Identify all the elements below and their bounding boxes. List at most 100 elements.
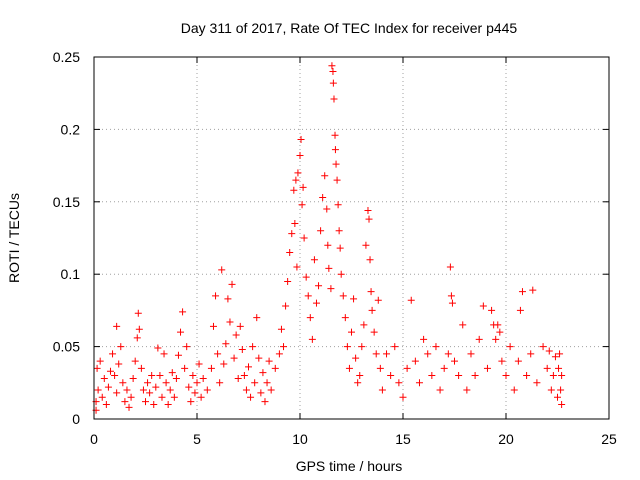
data-point <box>280 343 288 351</box>
data-point <box>106 367 114 375</box>
data-point <box>191 389 199 397</box>
data-point <box>448 299 456 307</box>
data-point <box>549 372 557 380</box>
y-tick-label: 0.15 <box>53 194 80 210</box>
data-point <box>123 386 131 394</box>
data-point <box>387 372 395 380</box>
data-point <box>185 383 193 391</box>
data-point <box>350 295 358 303</box>
data-point <box>164 401 172 409</box>
data-point <box>356 372 364 380</box>
data-point <box>113 322 121 330</box>
data-point <box>298 201 306 209</box>
data-point <box>557 386 565 394</box>
data-point <box>277 325 285 333</box>
data-point <box>115 360 123 368</box>
y-tick-label: 0.1 <box>61 266 81 282</box>
grid <box>94 57 609 419</box>
data-point <box>365 215 373 223</box>
data-point <box>226 318 234 326</box>
x-axis-label: GPS time / hours <box>296 458 403 474</box>
data-point <box>324 241 332 249</box>
data-point <box>290 186 298 194</box>
data-point <box>518 288 526 296</box>
data-point <box>323 205 331 213</box>
data-point <box>372 350 380 358</box>
data-point <box>181 364 189 372</box>
data-point <box>370 328 378 336</box>
data-point <box>224 295 232 303</box>
data-point <box>348 328 355 336</box>
data-point <box>240 372 248 380</box>
data-point <box>545 347 553 355</box>
data-point <box>444 350 452 358</box>
data-point <box>131 357 139 365</box>
data-point <box>293 263 301 271</box>
data-point <box>222 340 230 348</box>
data-point <box>331 131 339 139</box>
data-point <box>94 386 102 394</box>
data-point <box>352 354 360 362</box>
data-point <box>207 364 215 372</box>
data-point <box>463 386 471 394</box>
data-point <box>555 364 563 372</box>
data-point <box>282 302 290 310</box>
data-point <box>216 379 224 387</box>
y-tick-label: 0.05 <box>53 339 80 355</box>
x-tick-label: 20 <box>498 431 514 447</box>
data-point <box>242 386 250 394</box>
data-point <box>529 286 537 294</box>
data-point <box>533 379 541 387</box>
data-point <box>334 201 342 209</box>
x-tick-label: 5 <box>193 431 201 447</box>
data-point <box>547 386 555 394</box>
data-point <box>230 354 238 362</box>
data-point <box>543 364 551 372</box>
chart-title: Day 311 of 2017, Rate Of TEC Index for r… <box>181 20 518 36</box>
y-axis-label: ROTI / TECUs <box>6 193 22 283</box>
data-point <box>265 357 273 365</box>
data-point <box>432 343 440 351</box>
data-point <box>488 306 496 314</box>
data-point <box>308 335 316 343</box>
data-point <box>312 299 320 307</box>
data-point <box>170 393 178 401</box>
data-point <box>296 151 304 159</box>
data-point <box>189 372 197 380</box>
data-point <box>376 364 384 372</box>
x-tick-label: 10 <box>292 431 308 447</box>
data-point <box>325 264 333 272</box>
y-tick-label: 0.25 <box>53 49 80 65</box>
data-point <box>166 386 174 394</box>
data-point <box>197 393 205 401</box>
data-point <box>310 256 318 264</box>
data-point <box>455 372 463 380</box>
data-point <box>234 374 242 382</box>
data-point <box>119 379 127 387</box>
data-point <box>415 379 423 387</box>
data-point <box>177 328 185 336</box>
data-point <box>286 248 294 256</box>
data-point <box>420 335 428 343</box>
x-tick-label: 0 <box>90 431 98 447</box>
data-point <box>154 344 162 352</box>
y-tick-label: 0 <box>72 411 80 427</box>
data-point <box>332 160 340 168</box>
data-point <box>315 282 323 290</box>
data-point <box>339 292 347 300</box>
data-point <box>174 351 182 359</box>
data-point <box>451 357 458 365</box>
data-point <box>156 372 164 380</box>
data-point <box>125 403 133 411</box>
data-point <box>345 364 353 372</box>
data-point <box>446 263 454 271</box>
data-point <box>228 280 236 288</box>
data-point <box>160 350 168 358</box>
data-point <box>364 206 372 214</box>
data-point <box>236 322 244 330</box>
data-point <box>440 364 448 372</box>
x-tick-label: 15 <box>395 431 411 447</box>
data-point <box>137 364 145 372</box>
data-point <box>187 398 195 406</box>
data-point <box>134 309 142 317</box>
